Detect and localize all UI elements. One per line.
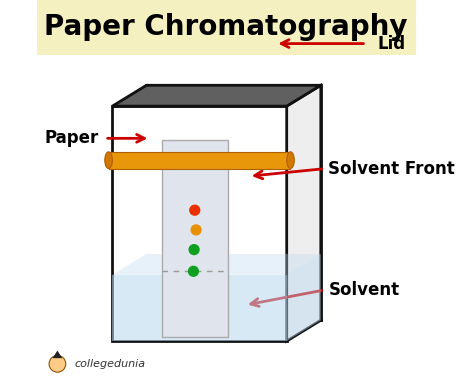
Text: Lid: Lid — [378, 34, 406, 53]
Text: Solvent: Solvent — [328, 281, 400, 299]
Text: Paper Chromatography: Paper Chromatography — [44, 13, 408, 41]
Ellipse shape — [105, 152, 112, 169]
Circle shape — [189, 245, 199, 255]
Bar — [162, 140, 228, 337]
Ellipse shape — [287, 152, 294, 169]
Circle shape — [189, 266, 198, 276]
Text: Solvent Front: Solvent Front — [328, 160, 455, 178]
Circle shape — [191, 225, 201, 235]
Circle shape — [49, 356, 66, 372]
Polygon shape — [53, 351, 63, 358]
Bar — [112, 106, 287, 341]
Bar — [36, 0, 416, 55]
Circle shape — [190, 205, 200, 215]
Text: Paper: Paper — [44, 129, 99, 147]
Bar — [109, 152, 291, 169]
Bar — [112, 275, 287, 341]
Text: collegedunia: collegedunia — [74, 359, 146, 369]
Polygon shape — [112, 254, 321, 275]
Polygon shape — [287, 85, 321, 341]
Polygon shape — [112, 85, 321, 106]
Polygon shape — [287, 254, 321, 341]
